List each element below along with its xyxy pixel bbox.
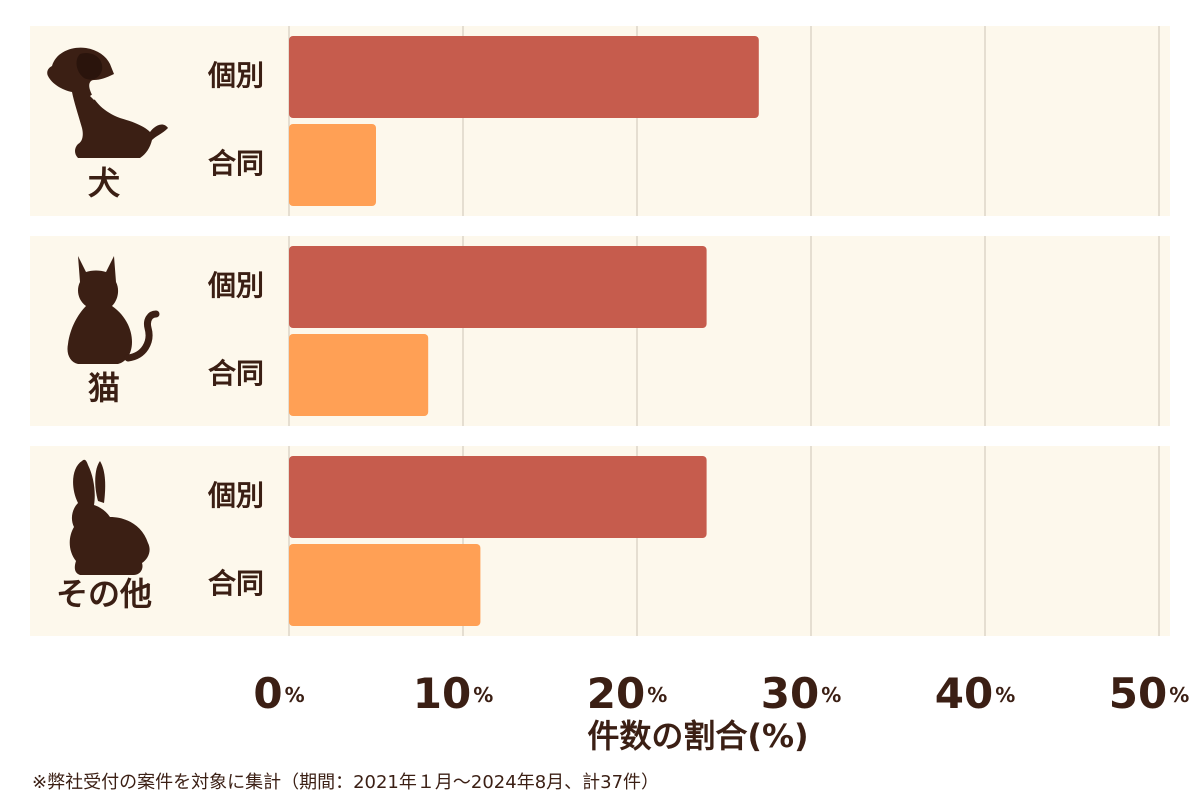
group-label: 猫 — [88, 369, 120, 407]
bar-label: 個別 — [207, 479, 264, 512]
bar — [289, 334, 429, 416]
bar-label: 個別 — [207, 269, 264, 302]
bar-label: 合同 — [208, 357, 264, 390]
bar — [289, 544, 481, 626]
cat-icon — [67, 256, 160, 364]
bar-label: 個別 — [207, 59, 264, 92]
x-tick-label: 40% — [935, 669, 1016, 718]
bar — [289, 456, 707, 538]
x-tick-label: 0% — [253, 669, 304, 718]
footnote: ※弊社受付の案件を対象に集計（期間：2021年１月〜2024年8月、計37件） — [32, 772, 660, 793]
group-label: その他 — [56, 575, 152, 613]
x-tick-label: 50% — [1109, 669, 1190, 718]
bar — [289, 246, 707, 328]
x-axis-title: 件数の割合(%) — [587, 717, 808, 755]
x-tick-label: 10% — [413, 669, 494, 718]
x-tick-label: 30% — [761, 669, 842, 718]
bar-label: 合同 — [208, 567, 264, 600]
dog-icon — [47, 47, 168, 158]
bar — [289, 124, 376, 206]
bar — [289, 36, 759, 118]
group-label: 犬 — [88, 164, 120, 202]
bar-label: 合同 — [208, 147, 264, 180]
x-tick-label: 20% — [587, 669, 668, 718]
rabbit-icon — [69, 459, 150, 575]
